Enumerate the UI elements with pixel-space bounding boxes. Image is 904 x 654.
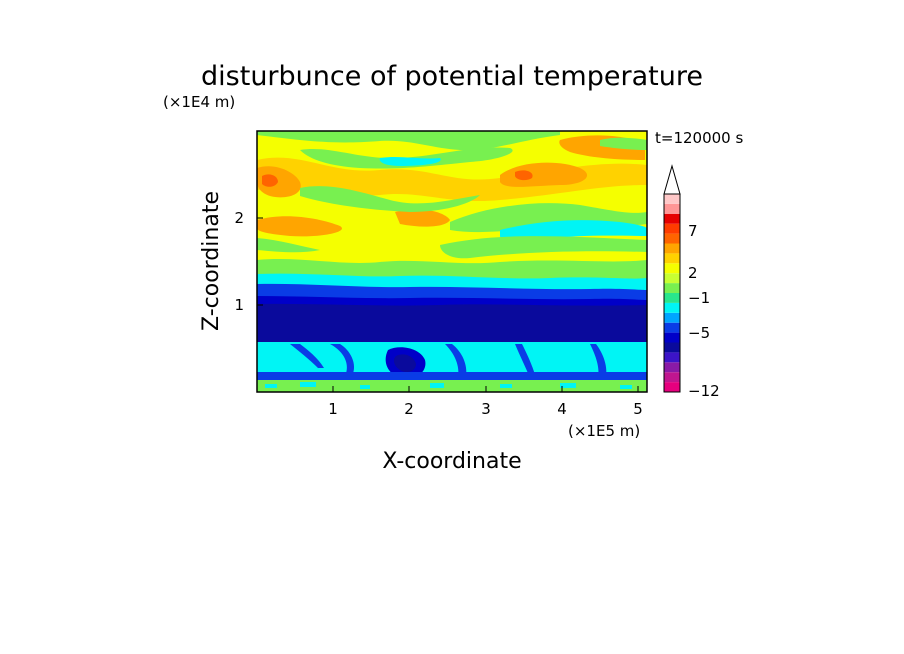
- green-streak-top: [257, 131, 560, 151]
- green-surface-layer: [257, 380, 647, 392]
- dark-vortex-core: [393, 354, 416, 372]
- blue-plume-4: [515, 344, 536, 378]
- orange-patch-4: [257, 216, 342, 237]
- plot-frame: [256, 130, 648, 393]
- x-tick-label: 4: [557, 400, 567, 418]
- blue-plume-1: [290, 344, 324, 368]
- colorbar-box: [664, 362, 680, 373]
- y-axis: [257, 217, 263, 306]
- x-scale-label: (×1E5 m): [568, 422, 640, 440]
- colorbar-box: [664, 233, 680, 244]
- colorbar-box: [664, 253, 680, 264]
- colorbar-box: [664, 283, 680, 293]
- green-streak-3: [450, 203, 647, 233]
- y-axis-label: Z-coordinate: [199, 191, 224, 331]
- colorbar: [663, 193, 681, 393]
- colorbar-extend-arrow: [663, 164, 681, 195]
- colorbar-tick-label: 7: [688, 222, 698, 240]
- colorbar-box: [664, 213, 680, 224]
- x-tick-label: 5: [633, 400, 643, 418]
- time-label: t=120000 s: [655, 129, 743, 147]
- blue-plume-2: [330, 344, 355, 376]
- x-axis: [332, 386, 639, 392]
- orange-patch-1: [257, 166, 301, 198]
- colorbar-box: [664, 302, 680, 313]
- x-tick-label: 3: [481, 400, 491, 418]
- colorbar-box: [664, 382, 680, 392]
- green-streak-2: [300, 186, 480, 212]
- blue-layer-bottom: [257, 372, 647, 380]
- blue-plume-3: [445, 344, 467, 378]
- colorbar-box: [664, 332, 680, 343]
- x-tick-label: 1: [328, 400, 338, 418]
- colorbar-box: [664, 372, 680, 383]
- x-tick-label: 2: [404, 400, 414, 418]
- surface-cyan-bits: [265, 382, 632, 389]
- colorbar-box: [664, 273, 680, 284]
- red-spot-2: [515, 170, 533, 181]
- cyan-streak-1: [379, 157, 441, 166]
- colorbar-box: [664, 223, 680, 234]
- colorbar-box: [664, 312, 680, 323]
- x-axis-label: X-coordinate: [382, 449, 521, 474]
- green-streak-4: [440, 236, 647, 259]
- colorbar-tick-label: −1: [688, 289, 710, 307]
- colorbar-box: [664, 243, 680, 254]
- orange-patch-2: [500, 162, 588, 187]
- colorbar-tick-label: −5: [688, 324, 710, 342]
- colorbar-tick-label: 2: [688, 264, 698, 282]
- colorbar-box: [664, 203, 680, 214]
- green-streak-6: [600, 137, 647, 150]
- red-spot: [262, 174, 278, 187]
- dark-blue-core: [257, 303, 647, 343]
- colorbar-tick-label: −12: [688, 382, 720, 400]
- y-tick-label: 2: [234, 209, 244, 227]
- chart-title: disturbunce of potential temperature: [201, 61, 703, 92]
- colorbar-box: [664, 194, 680, 204]
- blue-plume-5: [590, 344, 607, 378]
- orange-band-upper-left: [257, 157, 647, 202]
- colorbar-box: [664, 263, 680, 274]
- green-streak-5: [257, 238, 320, 253]
- y-tick-label: 1: [234, 296, 244, 314]
- plot-area: [257, 131, 647, 392]
- colorbar-box: [664, 293, 680, 303]
- orange-patch-5: [395, 209, 450, 227]
- colorbar-box: [664, 342, 680, 353]
- colorbar-box: [664, 352, 680, 363]
- y-scale-label: (×1E4 m): [163, 93, 235, 111]
- colorbar-box: [664, 322, 680, 333]
